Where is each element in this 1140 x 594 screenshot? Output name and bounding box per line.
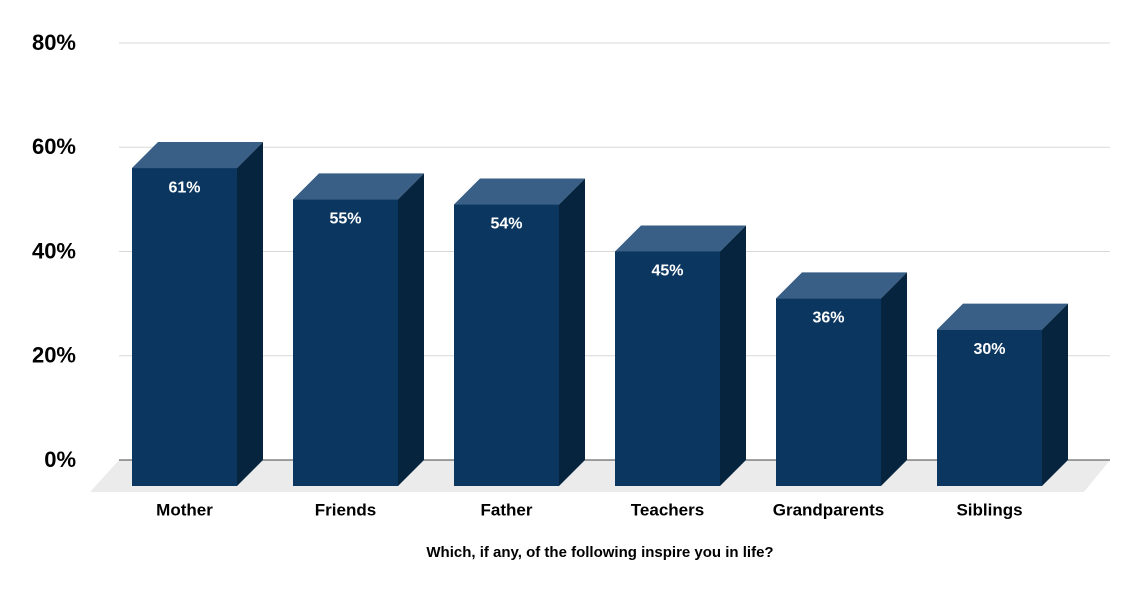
value-label: 61% (168, 179, 200, 196)
x-tick-label: Teachers (631, 500, 704, 519)
bar-side (559, 178, 585, 486)
bar (937, 329, 1042, 486)
x-tick-label: Grandparents (773, 500, 884, 519)
x-tick-label: Mother (156, 500, 213, 519)
value-label: 54% (490, 216, 522, 233)
value-label: 36% (812, 310, 844, 327)
bar (776, 298, 881, 486)
bar (293, 199, 398, 486)
bar-top (293, 173, 424, 200)
bar (615, 251, 720, 486)
bar-top (937, 303, 1068, 330)
y-tick-label: 60% (32, 134, 76, 159)
y-tick-label: 80% (32, 30, 76, 55)
y-tick-label: 20% (32, 343, 76, 368)
y-tick-label: 0% (44, 447, 76, 472)
x-tick-label: Friends (315, 500, 376, 519)
bar-side (720, 225, 746, 486)
bar-top (776, 272, 907, 299)
bar-top (615, 225, 746, 252)
bar-side (881, 272, 907, 486)
y-tick-label: 40% (32, 238, 76, 263)
bar-side (237, 142, 263, 486)
bar-top (454, 178, 585, 205)
value-label: 55% (329, 211, 361, 228)
bar (132, 168, 237, 486)
value-label: 30% (973, 341, 1005, 358)
x-tick-label: Siblings (956, 500, 1022, 519)
value-label: 45% (651, 263, 683, 280)
bar-top (132, 142, 263, 169)
x-tick-label: Father (481, 500, 533, 519)
bar-side (398, 173, 424, 486)
bar-side (1042, 303, 1068, 486)
x-axis-title: Which, if any, of the following inspire … (426, 544, 773, 561)
bar (454, 204, 559, 486)
